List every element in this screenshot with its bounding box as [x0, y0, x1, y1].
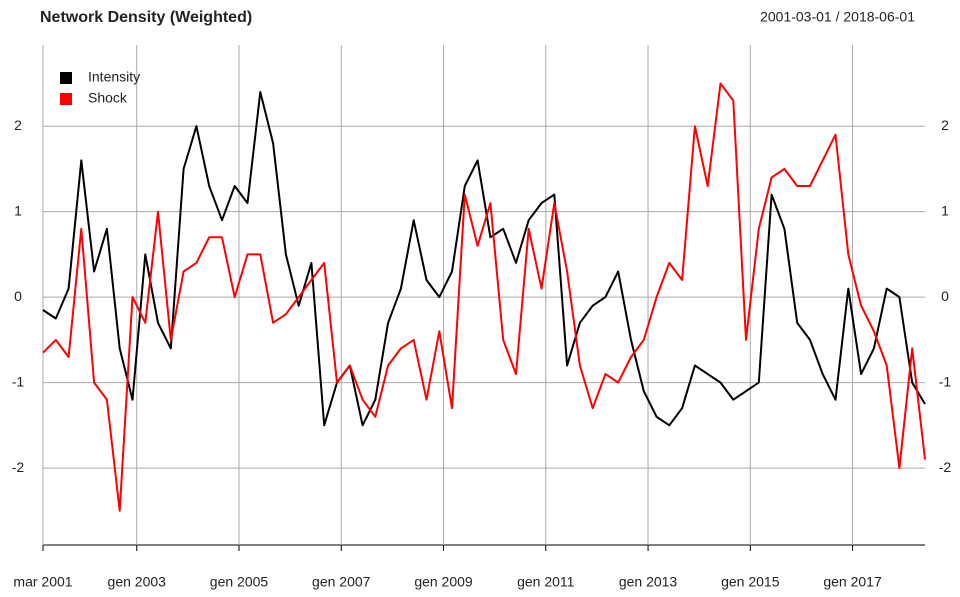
y-tick-label: 2: [14, 117, 22, 133]
x-tick-label: gen 2013: [619, 574, 678, 590]
legend-label: Shock: [88, 90, 128, 106]
series-line: [42, 91, 926, 427]
x-tick-label: gen 2015: [721, 574, 780, 590]
legend-swatch: [60, 72, 72, 84]
x-tick-label: gen 2007: [312, 574, 371, 590]
y-tick-label: 0: [14, 288, 22, 304]
legend-label: Intensity: [88, 69, 140, 85]
x-tick-label: gen 2005: [210, 574, 269, 590]
date-range: 2001-03-01 / 2018-06-01: [760, 9, 915, 25]
x-tick-label: gen 2009: [414, 574, 473, 590]
y-tick-label: -1: [939, 373, 952, 389]
y-tick-label: -1: [12, 373, 25, 389]
y-tick-label: 2: [941, 117, 949, 133]
y-tick-label: 1: [941, 202, 949, 218]
x-tick-label: mar 2001: [13, 574, 72, 590]
x-tick-label: gen 2017: [823, 574, 882, 590]
y-tick-label: 0: [941, 288, 949, 304]
y-tick-label: -2: [939, 459, 952, 475]
y-tick-label: 1: [14, 202, 22, 218]
legend-swatch: [60, 93, 72, 105]
y-tick-label: -2: [12, 459, 25, 475]
series-line: [42, 82, 926, 512]
chart-title: Network Density (Weighted): [40, 9, 252, 26]
x-tick-label: gen 2003: [108, 574, 167, 590]
x-tick-label: gen 2011: [517, 574, 575, 590]
